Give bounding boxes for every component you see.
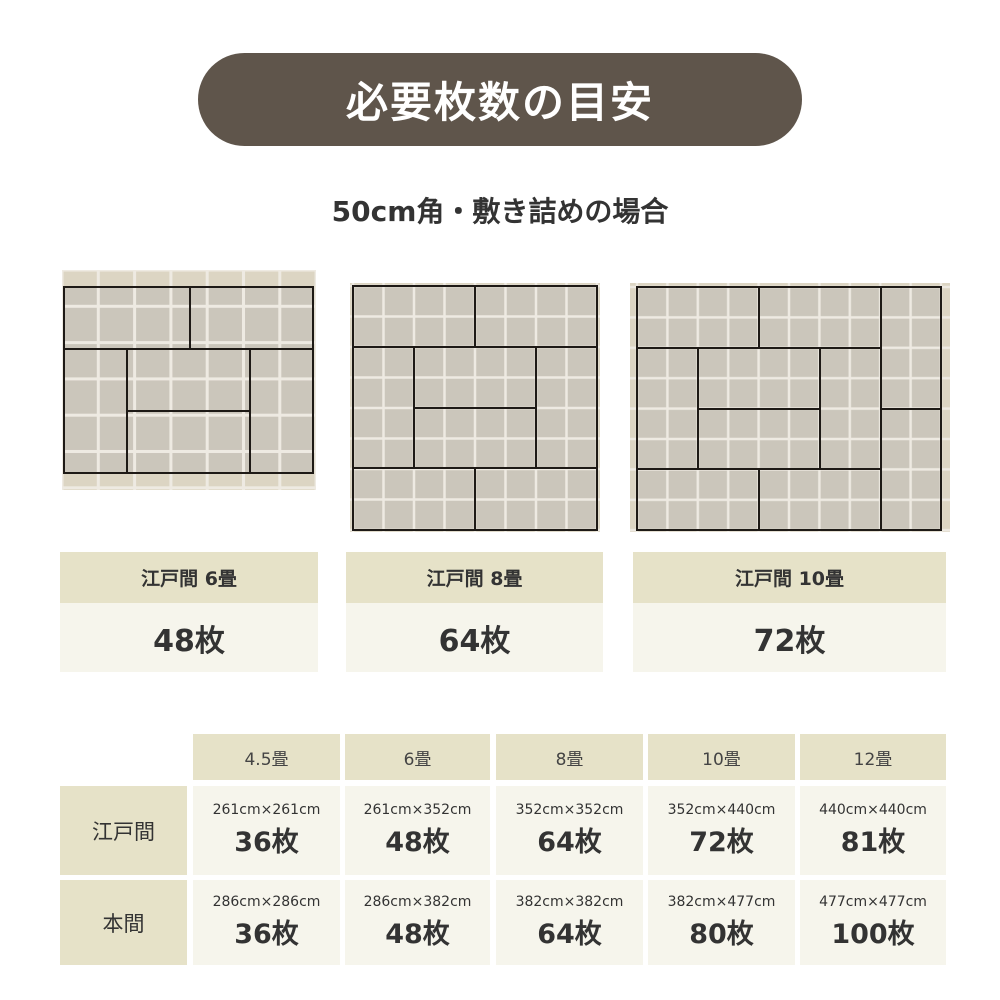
- card-value-8-jo: 64枚: [346, 603, 603, 672]
- column-header: 4.5畳: [193, 734, 340, 780]
- row-header-edoma: 江戸間: [60, 786, 187, 875]
- column-header: 8畳: [496, 734, 643, 780]
- cell-count: 48枚: [385, 827, 450, 858]
- subtitle: 50cm角・敷き詰めの場合: [331, 195, 669, 228]
- diagram-8-jo: [350, 283, 600, 532]
- card-label-10-jo: 江戸間 10畳: [633, 552, 946, 603]
- cell-count: 80枚: [689, 919, 754, 950]
- table-cell: 261cm×261cm 36枚: [193, 786, 340, 875]
- column-header: 12畳: [800, 734, 946, 780]
- table-cell: 440cm×440cm 81枚: [800, 786, 946, 875]
- table-cell: 286cm×286cm 36枚: [193, 880, 340, 965]
- cell-count: 36枚: [234, 919, 299, 950]
- cell-count: 64枚: [537, 827, 602, 858]
- table-cell: 352cm×352cm 64枚: [496, 786, 643, 875]
- cell-size: 261cm×352cm: [363, 802, 472, 818]
- cell-count: 48枚: [385, 919, 450, 950]
- card-value-6-jo: 48枚: [60, 603, 318, 672]
- table-cell: 382cm×382cm 64枚: [496, 880, 643, 965]
- cell-size: 477cm×477cm: [819, 894, 927, 910]
- cell-size: 382cm×382cm: [515, 894, 624, 910]
- cell-count: 100枚: [831, 919, 915, 950]
- cell-size: 382cm×477cm: [667, 894, 776, 910]
- table-cell: 352cm×440cm 72枚: [648, 786, 795, 875]
- card-label-6-jo: 江戸間 6畳: [60, 552, 318, 603]
- column-header: 10畳: [648, 734, 795, 780]
- table-cell: 261cm×352cm 48枚: [345, 786, 490, 875]
- table-cell: 286cm×382cm 48枚: [345, 880, 490, 965]
- title-banner: 必要枚数の目安: [198, 53, 802, 146]
- cell-size: 352cm×352cm: [515, 802, 624, 818]
- cell-size: 286cm×286cm: [212, 894, 321, 910]
- table-cell: 477cm×477cm 100枚: [800, 880, 946, 965]
- cell-size: 286cm×382cm: [363, 894, 472, 910]
- cell-count: 64枚: [537, 919, 602, 950]
- diagram-10-jo: [630, 283, 950, 532]
- card-label-8-jo: 江戸間 8畳: [346, 552, 603, 603]
- cell-count: 72枚: [689, 827, 754, 858]
- table-cell: 382cm×477cm 80枚: [648, 880, 795, 965]
- cell-count: 36枚: [234, 827, 299, 858]
- row-header-honma: 本間: [60, 880, 187, 965]
- card-value-10-jo: 72枚: [633, 603, 946, 672]
- column-header: 6畳: [345, 734, 490, 780]
- cell-count: 81枚: [840, 827, 906, 858]
- diagram-6-jo: [62, 270, 316, 490]
- cell-size: 261cm×261cm: [212, 802, 321, 818]
- cell-size: 352cm×440cm: [667, 802, 776, 818]
- cell-size: 440cm×440cm: [819, 802, 927, 818]
